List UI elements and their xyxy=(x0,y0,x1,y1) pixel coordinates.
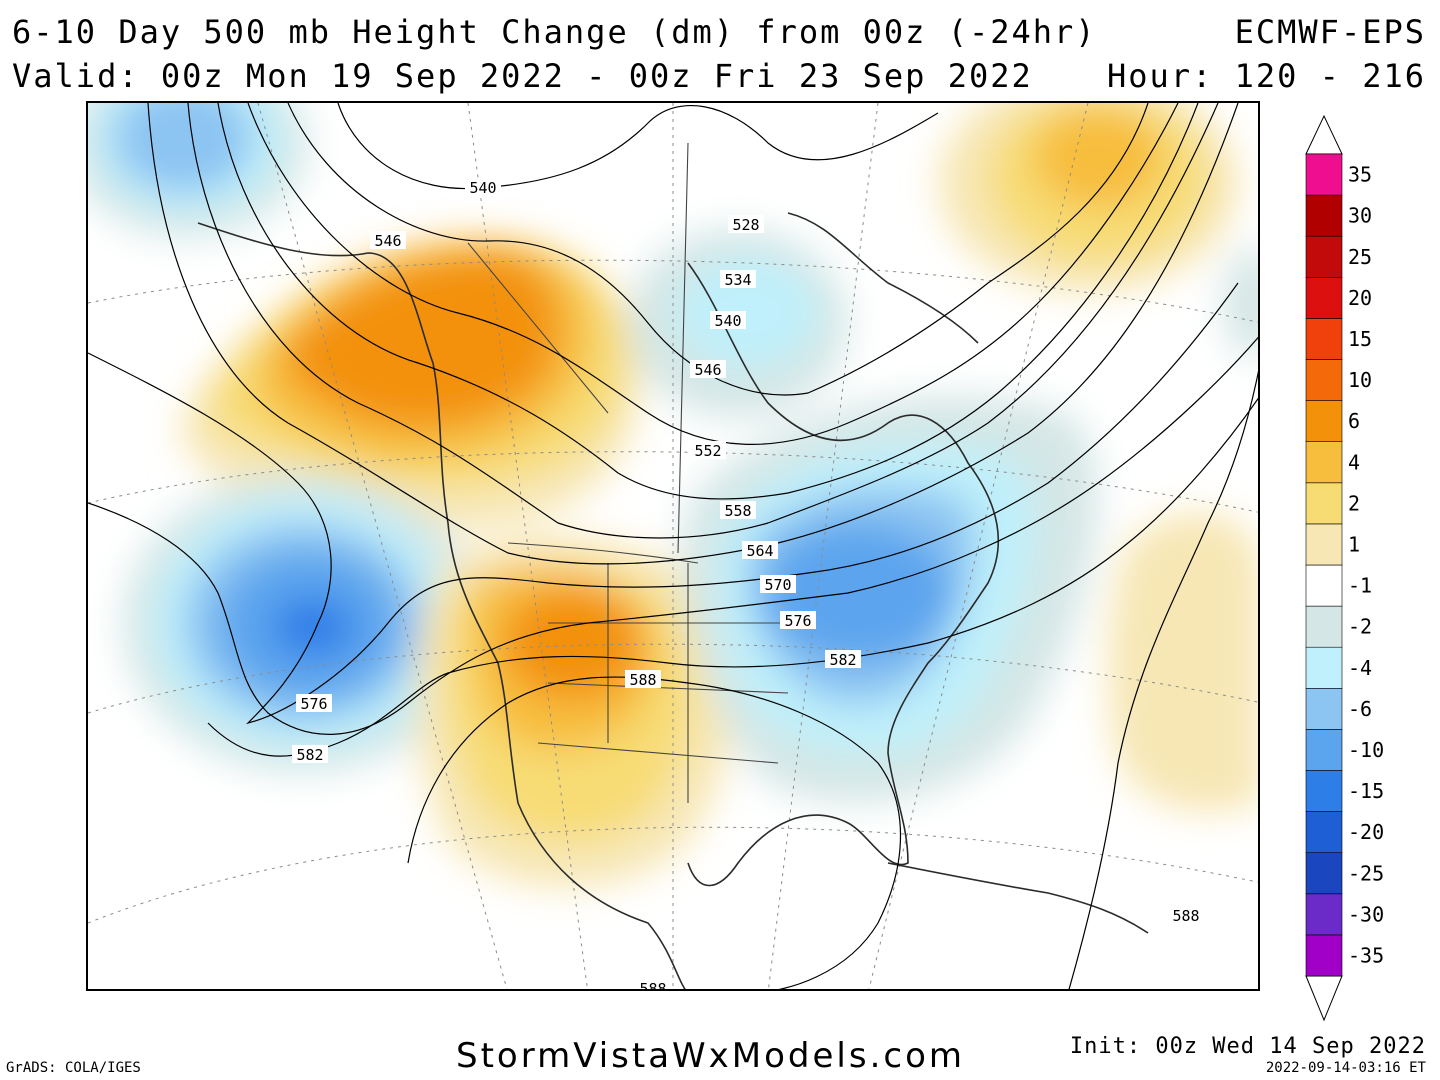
color-scale-tick-label: -2 xyxy=(1348,615,1372,639)
contour-label: 576 xyxy=(296,694,332,713)
color-scale-tick-label: 15 xyxy=(1348,327,1372,351)
color-scale-legend: -35 -30 -25 -20 -15 -10 -6 -4 -2 -1 1 2 4 6 10 15 20 25 30… xyxy=(1305,114,1384,1022)
contour-label: 546 xyxy=(690,360,726,379)
color-scale-tick-label: 25 xyxy=(1348,245,1372,269)
color-scale-tick-label: 2 xyxy=(1348,491,1360,515)
contour-label: 546 xyxy=(370,231,406,250)
svg-text:546: 546 xyxy=(374,232,401,250)
color-scale-box xyxy=(1305,400,1343,443)
color-scale-tick-label: -35 xyxy=(1348,943,1384,967)
color-scale-box xyxy=(1305,687,1343,730)
grads-credit: GrADS: COLA/IGES xyxy=(6,1060,141,1076)
color-scale-box xyxy=(1305,235,1343,278)
height-change-map: 540 546 528 534 540 546 552 558 564 570 576 582 588 5… xyxy=(88,103,1258,991)
color-scale-tick-label: -25 xyxy=(1348,861,1384,885)
color-scale-box xyxy=(1305,811,1343,853)
svg-text:558: 558 xyxy=(724,502,751,520)
color-scale-tick-label: -4 xyxy=(1348,656,1372,680)
svg-text:534: 534 xyxy=(724,271,751,289)
map-panel: 540 546 528 534 540 546 552 558 564 570 576 582 588 5… xyxy=(86,101,1260,991)
svg-text:540: 540 xyxy=(469,179,496,197)
color-scale-box xyxy=(1305,770,1343,812)
color-scale-tick-label: 1 xyxy=(1348,532,1360,556)
svg-text:582: 582 xyxy=(296,746,323,764)
init-time: Init: 00z Wed 14 Sep 2022 xyxy=(1069,1034,1426,1059)
color-scale-tick-label: 6 xyxy=(1348,409,1360,433)
color-scale-boxes xyxy=(1305,114,1343,1022)
color-scale-tick-label: -30 xyxy=(1348,902,1384,926)
map-title: 6-10 Day 500 mb Height Change (dm) from … xyxy=(12,13,1097,51)
color-scale-tick-label: 4 xyxy=(1348,450,1360,474)
color-scale-top-arrow xyxy=(1305,114,1343,155)
contour-label: 570 xyxy=(760,575,796,594)
svg-text:588: 588 xyxy=(1172,907,1199,925)
height-contours xyxy=(88,103,1258,989)
contour-label: 576 xyxy=(780,611,816,630)
color-scale-box xyxy=(1305,277,1343,319)
contour-labels: 540 546 528 534 540 546 552 558 564 570 576 582 588 5… xyxy=(292,178,1204,991)
height-change-shading xyxy=(88,103,1258,888)
color-scale-box xyxy=(1305,852,1343,895)
svg-text:540: 540 xyxy=(714,312,741,330)
contour-label: 564 xyxy=(742,541,778,560)
contour-label: 588 xyxy=(1168,906,1204,925)
color-scale-tick-label: -6 xyxy=(1348,697,1372,721)
svg-text:528: 528 xyxy=(732,216,759,234)
model-name: ECMWF-EPS xyxy=(1234,13,1426,51)
contour-label: 540 xyxy=(710,311,746,330)
color-scale-tick-label: 20 xyxy=(1348,286,1372,310)
color-scale-tick-label: 35 xyxy=(1348,163,1372,187)
svg-text:576: 576 xyxy=(300,695,327,713)
svg-text:546: 546 xyxy=(694,361,721,379)
svg-text:552: 552 xyxy=(694,442,721,460)
color-scale-box xyxy=(1305,318,1343,360)
svg-text:570: 570 xyxy=(764,576,791,594)
latlon-grid xyxy=(88,103,1258,989)
contour-label: 582 xyxy=(825,650,861,669)
valid-period: Valid: 00z Mon 19 Sep 2022 - 00z Fri 23 … xyxy=(12,57,1033,95)
contour-label: 540 xyxy=(465,178,501,197)
color-scale-box xyxy=(1305,482,1343,525)
color-scale-tick-label: -10 xyxy=(1348,738,1384,762)
svg-text:588: 588 xyxy=(629,671,656,689)
color-scale-tick-label: 10 xyxy=(1348,368,1372,392)
color-scale-tick-label: -15 xyxy=(1348,779,1384,803)
contour-label: 558 xyxy=(720,501,756,520)
contour-label: 582 xyxy=(292,745,328,764)
color-scale-box xyxy=(1305,523,1343,566)
site-watermark: StormVistaWxModels.com xyxy=(456,1036,966,1076)
contour-label: 534 xyxy=(720,270,756,289)
contour-label: 588 xyxy=(625,670,661,689)
svg-text:564: 564 xyxy=(746,542,773,560)
color-scale-box xyxy=(1305,194,1343,237)
generated-timestamp: 2022-09-14-03:16 ET xyxy=(1265,1060,1426,1076)
color-scale-box xyxy=(1305,893,1343,936)
color-scale-bottom-arrow xyxy=(1305,975,1343,1022)
color-scale-box xyxy=(1305,359,1343,401)
svg-text:588: 588 xyxy=(639,980,666,991)
forecast-hour-range: Hour: 120 - 216 xyxy=(1107,57,1426,95)
color-scale-box xyxy=(1305,441,1343,484)
contour-label: 552 xyxy=(690,441,726,460)
color-scale-box xyxy=(1305,605,1343,648)
color-scale-tick-label: -1 xyxy=(1348,574,1372,598)
svg-text:576: 576 xyxy=(784,612,811,630)
color-scale-box xyxy=(1305,153,1343,196)
color-scale-ticks: -35 -30 -25 -20 -15 -10 -6 -4 -2 -1 1 2 4 6 10 15 20 25 30… xyxy=(1348,163,1384,968)
color-scale-box xyxy=(1305,729,1343,771)
contour-label: 528 xyxy=(728,215,764,234)
color-scale-tick-label: 30 xyxy=(1348,204,1372,228)
contour-label: 588 xyxy=(635,979,671,991)
color-scale-tick-label: -20 xyxy=(1348,820,1384,844)
color-scale-box xyxy=(1305,646,1343,689)
color-scale-box xyxy=(1305,564,1343,607)
svg-text:582: 582 xyxy=(829,651,856,669)
color-scale-box xyxy=(1305,934,1343,977)
